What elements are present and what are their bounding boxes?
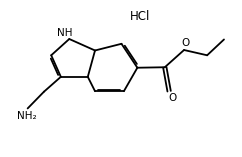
Text: NH₂: NH₂: [17, 111, 36, 121]
Text: HCl: HCl: [130, 10, 151, 23]
Text: NH: NH: [57, 28, 73, 38]
Text: O: O: [168, 93, 176, 103]
Text: O: O: [181, 38, 189, 48]
